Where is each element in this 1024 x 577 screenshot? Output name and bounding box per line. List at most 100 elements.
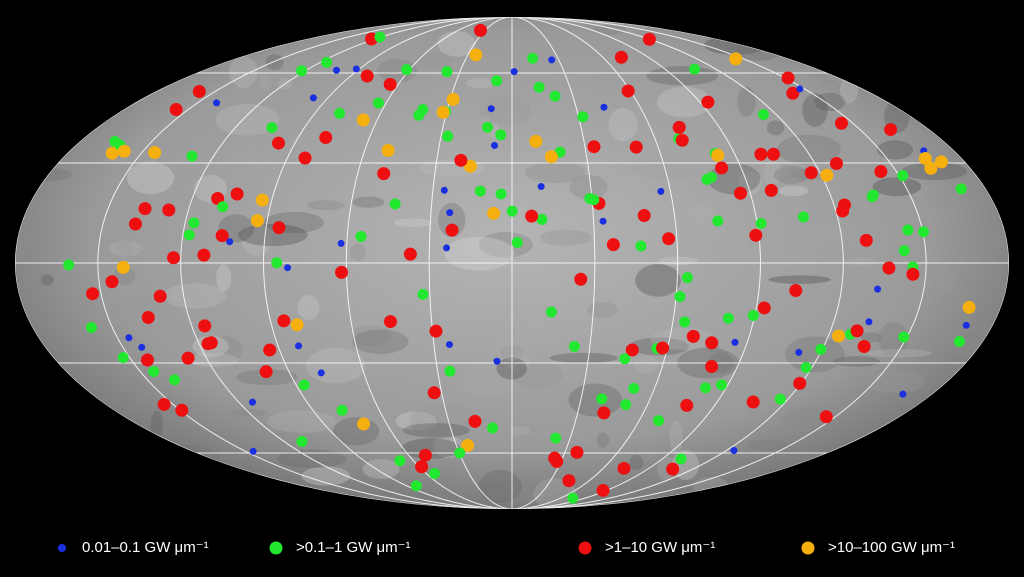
hotspot (446, 209, 454, 217)
hotspot (733, 186, 747, 200)
hotspot (789, 283, 803, 297)
hotspot (797, 211, 809, 223)
surface-patch (824, 55, 893, 85)
hotspot (454, 447, 466, 459)
hotspot (250, 214, 264, 228)
hotspot (491, 75, 503, 87)
hotspot (352, 65, 360, 73)
hotspot (715, 161, 729, 175)
hotspot (689, 63, 701, 75)
surface-patch (28, 497, 89, 509)
hotspot (619, 353, 631, 365)
legend: 0.01–0.1 GW μm⁻¹ >0.1–1 GW μm⁻¹ >1–10 GW μ… (58, 539, 955, 556)
surface-patch (415, 51, 454, 70)
surface-patch (814, 92, 846, 112)
surface-patch (34, 463, 64, 473)
hotspot (226, 238, 234, 246)
hotspot (545, 306, 557, 318)
hotspot (764, 183, 778, 197)
hotspot (230, 187, 244, 201)
hotspot (263, 343, 277, 357)
hotspot (198, 319, 212, 333)
hotspot (105, 146, 119, 160)
hotspot (544, 150, 558, 164)
hotspot (962, 300, 976, 314)
hotspot (394, 455, 406, 467)
hotspot (621, 84, 635, 98)
hotspot (197, 248, 211, 262)
hotspot (786, 86, 800, 100)
surface-patch (15, 167, 73, 182)
hotspot (934, 155, 948, 169)
hotspot (272, 136, 286, 150)
hotspot (169, 102, 183, 116)
legend-swatch (801, 541, 815, 555)
surface-patch (509, 426, 530, 436)
surface-patch (768, 275, 831, 284)
surface-patch (265, 54, 284, 71)
surface-patch (524, 161, 586, 184)
hotspot (568, 341, 580, 353)
legend-swatch (578, 541, 592, 555)
hotspot (679, 316, 691, 328)
hotspot (309, 94, 317, 102)
hotspot (716, 379, 728, 391)
hotspot (533, 81, 545, 93)
hotspot (410, 480, 422, 492)
hotspot (429, 324, 443, 338)
hotspot (617, 461, 631, 475)
hotspot (918, 151, 932, 165)
hotspot (357, 417, 371, 431)
hotspot (248, 398, 256, 406)
hotspot (819, 410, 833, 424)
hotspot (117, 352, 129, 364)
hotspot (117, 144, 131, 158)
hotspot (596, 393, 608, 405)
legend-label: >0.1–1 GW μm⁻¹ (296, 539, 411, 556)
hotspot (686, 329, 700, 343)
hotspot (567, 492, 579, 504)
meridian (263, 17, 761, 509)
surface-patch (352, 196, 385, 208)
hotspot (731, 338, 739, 346)
surface-patch (108, 240, 143, 257)
hotspot (296, 65, 308, 77)
surface-patch (737, 86, 756, 117)
hotspot (755, 217, 767, 229)
legend-swatch (269, 541, 283, 555)
hotspot (474, 185, 486, 197)
surface-patch (305, 347, 366, 384)
surface-patch (593, 24, 626, 35)
hotspot (537, 183, 545, 191)
hotspot (418, 448, 432, 462)
surface-patch (306, 200, 345, 211)
hotspot (445, 223, 459, 237)
surface-patch (988, 444, 1009, 472)
surface-patch (487, 488, 546, 503)
hotspot (372, 97, 384, 109)
hotspot (705, 360, 719, 374)
hotspot (705, 336, 719, 350)
surface-patch (478, 94, 532, 127)
surface-patch (465, 78, 495, 88)
surface-patch (401, 438, 461, 459)
hotspot (599, 217, 607, 225)
hotspot (186, 150, 198, 162)
hotspot (867, 189, 879, 201)
hotspot (138, 343, 146, 351)
hotspot (334, 107, 346, 119)
surface-patch (635, 264, 681, 297)
surface-patch (461, 364, 516, 399)
hotspot (672, 120, 686, 134)
hotspot (820, 168, 834, 182)
surface-patch (634, 355, 659, 374)
hotspot (335, 265, 349, 279)
hotspot (527, 52, 539, 64)
hotspot (169, 374, 181, 386)
hotspot (183, 229, 195, 241)
surface-patch (736, 35, 784, 61)
hotspot (319, 131, 333, 145)
hotspot (628, 382, 640, 394)
hotspot (128, 217, 142, 231)
